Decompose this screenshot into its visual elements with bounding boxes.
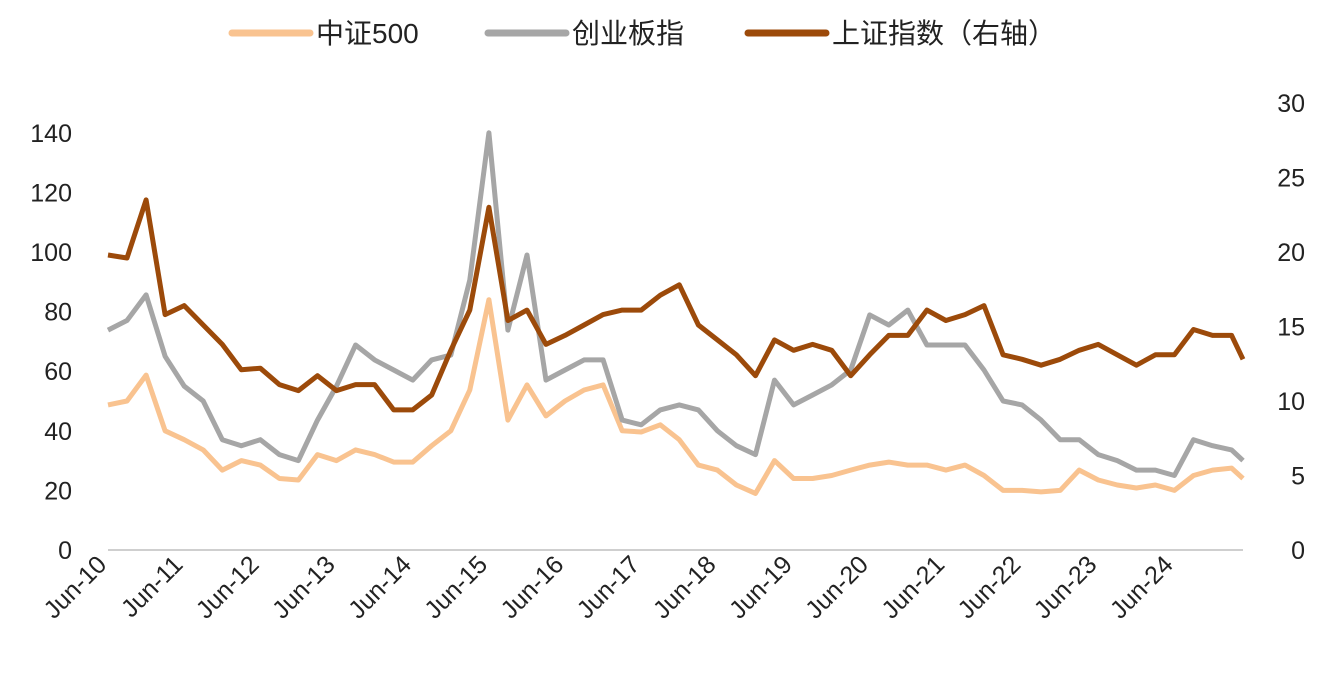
left-y-tick-label: 100 [30,239,72,267]
x-tick-label: Jun-24 [1105,550,1179,624]
x-tick-label: Jun-16 [495,550,569,624]
series-lines [106,130,1246,496]
x-tick-label: Jun-23 [1029,550,1103,624]
left-y-tick-label: 120 [30,179,72,207]
x-tick-label: Jun-12 [191,550,265,624]
x-tick-label: Jun-19 [724,550,798,624]
x-tick-label: Jun-15 [419,550,493,624]
legend-label: 创业板指 [572,18,684,49]
x-tick-label: Jun-10 [38,550,112,624]
right-y-tick-label: 20 [1277,239,1305,267]
right-y-tick-label: 30 [1277,90,1305,118]
x-axis: Jun-10 Jun-11 Jun-12 Jun-13 Jun-14 Jun-15 Jun-… [38,550,1178,624]
legend-label: 中证500 [316,18,419,49]
series-line-2 [106,130,1245,478]
legend-item: 中证500 [228,18,419,49]
right-y-tick-label: 10 [1277,388,1305,416]
x-tick-label: Jun-21 [876,550,950,624]
right-y-tick-label: 5 [1291,463,1305,491]
x-tick-label: Jun-18 [648,550,722,624]
left-y-tick-label: 0 [58,537,72,565]
legend-item: 上证指数（右轴） [744,18,1056,49]
left-y-axis: 0 20 40 60 80 100 120 140 [30,120,72,565]
left-y-tick-label: 140 [30,120,72,148]
left-y-tick-label: 80 [44,299,72,327]
legend-label: 上证指数（右轴） [832,18,1056,49]
series-line-3 [107,197,1246,413]
series-line-1 [107,297,1245,496]
left-y-tick-label: 20 [44,477,72,505]
x-tick-label: Jun-11 [116,550,189,623]
right-y-tick-label: 25 [1277,165,1305,193]
x-tick-label: Jun-14 [343,550,417,624]
legend-item: 创业板指 [484,18,684,49]
x-tick-label: Jun-13 [267,550,341,624]
legend: 中证500 创业板指 上证指数（右轴） [228,18,1056,49]
right-y-axis: 0 5 10 15 20 25 30 [1277,90,1305,565]
x-tick-label: Jun-17 [572,550,646,624]
right-y-tick-label: 15 [1277,314,1305,342]
x-tick-label: Jun-22 [952,550,1026,624]
x-tick-label: Jun-20 [800,550,874,624]
right-y-tick-label: 0 [1291,537,1305,565]
left-y-tick-label: 60 [44,358,72,386]
left-y-tick-label: 40 [44,418,72,446]
